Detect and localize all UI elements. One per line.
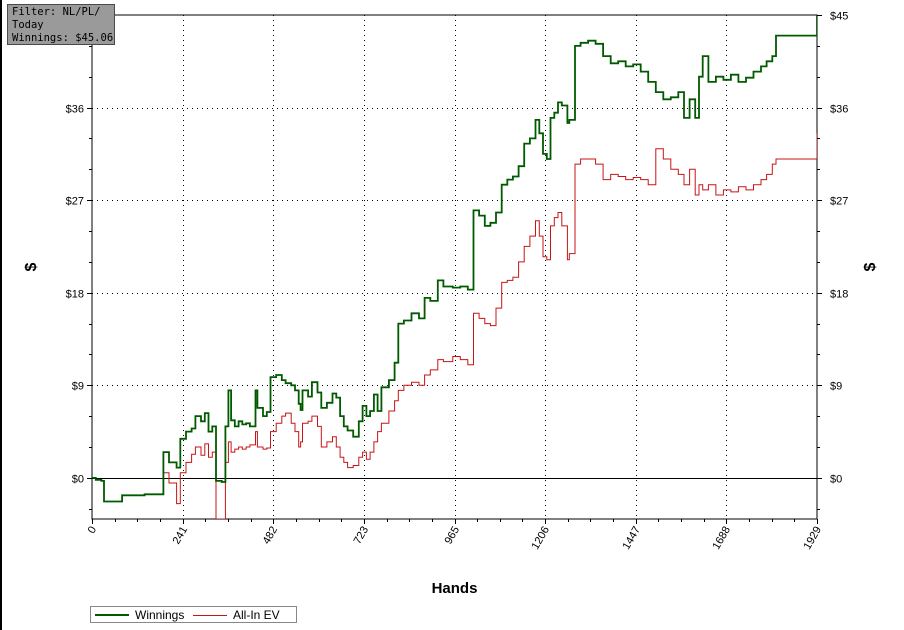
filter-period: Today <box>12 19 44 31</box>
legend-item-winnings: Winnings <box>95 608 184 622</box>
y-tick-label-left: $9 <box>72 381 84 393</box>
x-tick-label: 965 <box>443 525 463 547</box>
legend-label: Winnings <box>135 608 185 622</box>
y-tick-label-right: $36 <box>830 104 848 116</box>
x-tick-label: 1688 <box>710 525 733 552</box>
series-line-allin-ev <box>92 133 817 519</box>
x-tick-label: 241 <box>171 525 191 547</box>
x-tick-label: 0 <box>86 525 99 536</box>
x-tick-label: 1206 <box>529 525 552 552</box>
y-tick-label-right: $0 <box>830 474 842 486</box>
x-tick-label: 1929 <box>801 525 824 552</box>
legend-swatch-winnings <box>95 614 129 616</box>
y-tick-label-left: $27 <box>66 196 84 208</box>
y-tick-label-left: $0 <box>72 474 84 486</box>
legend-label: All-In EV <box>233 608 280 622</box>
filter-info-box: Filter: NL/PL/ Today Winnings: $45.06 <box>7 4 115 45</box>
y-tick-label-right: $9 <box>830 381 842 393</box>
y-tick-label-right: $27 <box>830 196 848 208</box>
x-axis-label: Hands <box>432 580 478 597</box>
x-tick-label: 1447 <box>620 525 643 552</box>
plot-area <box>91 14 818 520</box>
y-axis-label-right: $ <box>862 262 879 271</box>
winnings-total: Winnings: $45.06 <box>12 32 114 44</box>
y-tick-label-right: $18 <box>830 289 848 301</box>
filter-line: Filter: NL/PL/ <box>12 6 101 18</box>
chart-legend: Winnings All-In EV <box>90 606 297 623</box>
y-tick-label-right: $45 <box>830 11 848 23</box>
legend-swatch-allin-ev <box>193 614 227 616</box>
x-tick-label: 482 <box>261 525 281 547</box>
legend-item-allin-ev: All-In EV <box>193 608 280 622</box>
y-axis-label-left: $ <box>23 262 40 271</box>
window-left-edge <box>0 0 2 630</box>
series-line-winnings <box>92 15 817 503</box>
x-tick-label: 723 <box>352 525 372 547</box>
y-tick-label-left: $18 <box>66 289 84 301</box>
y-tick-label-left: $36 <box>66 104 84 116</box>
